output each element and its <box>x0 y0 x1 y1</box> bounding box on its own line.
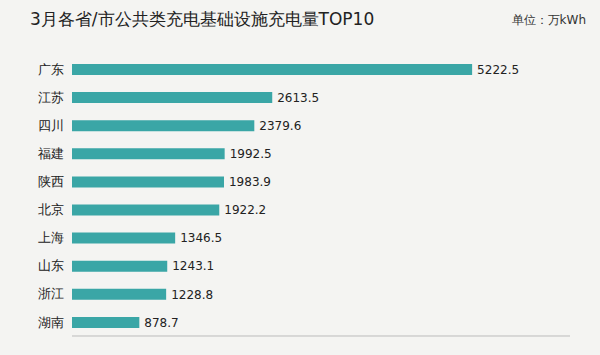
svg-text:北京: 北京 <box>38 202 64 217</box>
svg-text:2379.6: 2379.6 <box>259 119 301 133</box>
svg-text:上海: 上海 <box>38 230 64 245</box>
svg-text:陕西: 陕西 <box>38 174 64 189</box>
svg-text:福建: 福建 <box>38 146 64 161</box>
svg-text:878.7: 878.7 <box>144 316 178 330</box>
svg-text:四川: 四川 <box>38 118 64 133</box>
svg-text:1346.5: 1346.5 <box>180 231 222 245</box>
svg-text:1992.5: 1992.5 <box>230 147 272 161</box>
svg-text:湖南: 湖南 <box>38 315 64 330</box>
svg-text:山东: 山东 <box>38 258 64 273</box>
html-text:单位：万kWh: 单位：万kWh <box>511 13 586 27</box>
svg-text:1243.1: 1243.1 <box>172 259 214 273</box>
svg-text:1983.9: 1983.9 <box>229 175 271 189</box>
svg-text:2613.5: 2613.5 <box>277 91 319 105</box>
html-text:3月各省/市公共类充电基础设施充电量TOP10: 3月各省/市公共类充电基础设施充电量TOP10 <box>30 9 375 29</box>
svg-text:5222.5: 5222.5 <box>477 63 519 77</box>
svg-text:广东: 广东 <box>38 62 64 77</box>
svg-text:江苏: 江苏 <box>38 90 64 105</box>
svg-text:浙江: 浙江 <box>38 286 64 301</box>
svg-text:1228.8: 1228.8 <box>171 288 213 302</box>
svg-text:1922.2: 1922.2 <box>224 203 266 217</box>
